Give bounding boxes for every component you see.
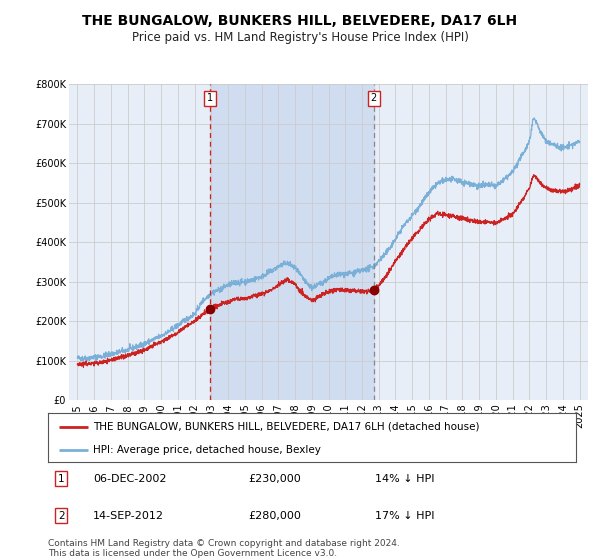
Text: 14-SEP-2012: 14-SEP-2012 [93, 511, 164, 521]
Text: £280,000: £280,000 [248, 511, 302, 521]
Text: HPI: Average price, detached house, Bexley: HPI: Average price, detached house, Bexl… [93, 445, 321, 455]
Bar [210, 84, 374, 400]
Text: 17% ↓ HPI: 17% ↓ HPI [376, 511, 435, 521]
Text: 2: 2 [58, 511, 65, 521]
Text: 14% ↓ HPI: 14% ↓ HPI [376, 474, 435, 484]
Text: THE BUNGALOW, BUNKERS HILL, BELVEDERE, DA17 6LH (detached house): THE BUNGALOW, BUNKERS HILL, BELVEDERE, D… [93, 422, 479, 432]
Text: THE BUNGALOW, BUNKERS HILL, BELVEDERE, DA17 6LH: THE BUNGALOW, BUNKERS HILL, BELVEDERE, D… [82, 14, 518, 28]
Text: 2: 2 [371, 93, 377, 103]
Text: 1: 1 [58, 474, 65, 484]
Text: Contains HM Land Registry data © Crown copyright and database right 2024.
This d: Contains HM Land Registry data © Crown c… [48, 539, 400, 558]
Text: 06-DEC-2002: 06-DEC-2002 [93, 474, 166, 484]
Text: £230,000: £230,000 [248, 474, 301, 484]
Text: Price paid vs. HM Land Registry's House Price Index (HPI): Price paid vs. HM Land Registry's House … [131, 31, 469, 44]
Text: 1: 1 [207, 93, 213, 103]
